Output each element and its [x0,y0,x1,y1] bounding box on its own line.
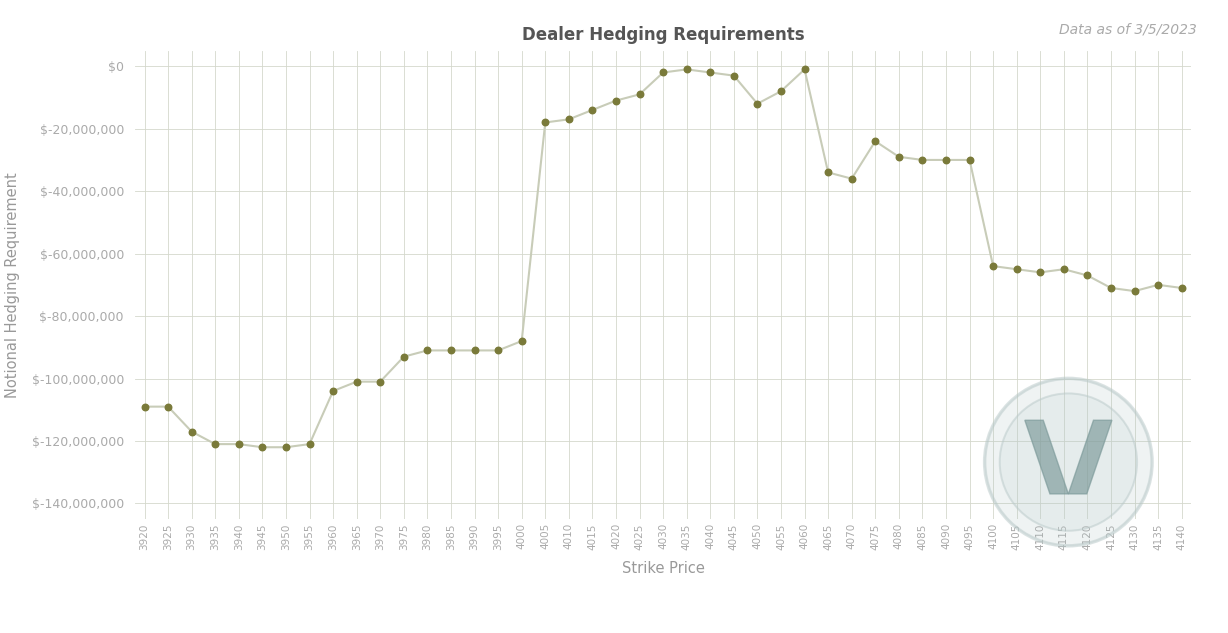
Point [418,346,437,356]
Point [1030,267,1050,277]
Point [1054,264,1073,274]
Point [346,377,366,387]
Title: Dealer Hedging Requirements: Dealer Hedging Requirements [522,25,804,44]
Point [984,261,1003,271]
Point [1148,280,1168,290]
Point [630,89,650,99]
Point [323,386,343,396]
Point [795,65,814,75]
Point [228,439,248,449]
Point [771,86,791,96]
X-axis label: Strike Price: Strike Price [621,561,705,576]
Point [842,173,862,184]
Point [1007,264,1027,274]
Point [464,346,484,356]
Point [607,96,626,106]
Point [1125,286,1144,296]
Point [158,401,178,411]
Circle shape [1000,394,1137,530]
Point [300,439,319,449]
Polygon shape [1068,420,1111,494]
Point [653,68,673,78]
Point [1078,270,1098,280]
Point [535,117,555,127]
Point [394,351,414,361]
Point [182,427,201,437]
Polygon shape [1025,420,1068,494]
Point [559,115,578,125]
Point [253,442,273,453]
Point [748,99,768,109]
Point [582,105,602,115]
Point [725,70,744,80]
Point [912,155,932,165]
Point [936,155,955,165]
Point [866,136,885,146]
Point [960,155,980,165]
Point [677,65,696,75]
Circle shape [985,379,1152,546]
Point [512,336,532,346]
Point [889,152,909,162]
Point [205,439,225,449]
Point [1102,283,1121,293]
Y-axis label: Notional Hedging Requirement: Notional Hedging Requirement [5,172,21,398]
Point [135,401,155,411]
Point [700,68,720,78]
Point [276,442,296,453]
Text: Data as of 3/5/2023: Data as of 3/5/2023 [1060,22,1197,36]
Point [489,346,508,356]
Point [818,167,837,177]
Point [1172,283,1191,293]
Point [371,377,391,387]
Point [441,346,460,356]
